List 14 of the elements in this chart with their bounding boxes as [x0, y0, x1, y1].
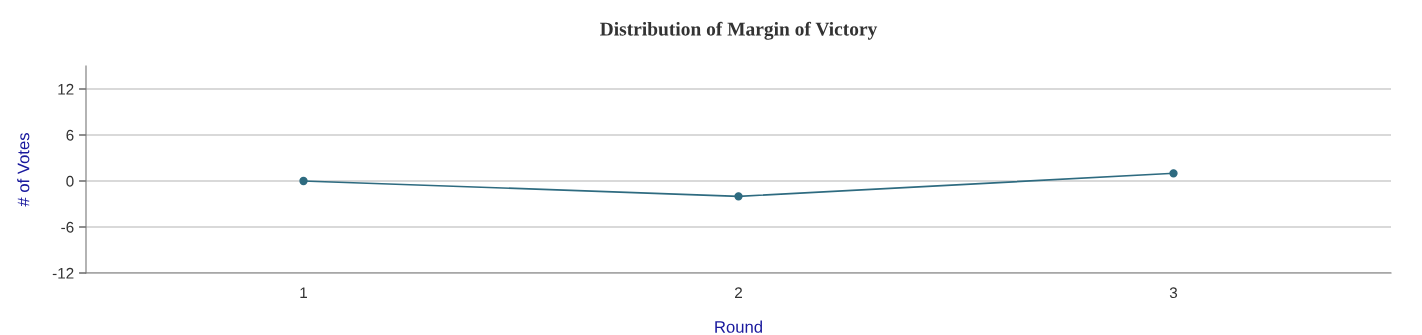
chart-title: Distribution of Margin of Victory — [600, 21, 878, 40]
y-tick-label: 12 — [58, 83, 74, 95]
y-tick-label: -6 — [61, 221, 74, 233]
y-tick-label: 6 — [66, 129, 74, 141]
y-tick-label: -12 — [52, 267, 74, 279]
point — [299, 176, 308, 186]
y-axis-title: # of Votes — [17, 133, 30, 207]
point — [1169, 169, 1178, 178]
x-tick-label: 1 — [300, 287, 307, 298]
y-tick-label: 0 — [66, 175, 74, 187]
x-axis-title: Round — [715, 320, 762, 333]
x-tick-label: 2 — [735, 287, 742, 298]
x-tick-label: 3 — [1169, 287, 1178, 299]
point — [734, 192, 743, 201]
